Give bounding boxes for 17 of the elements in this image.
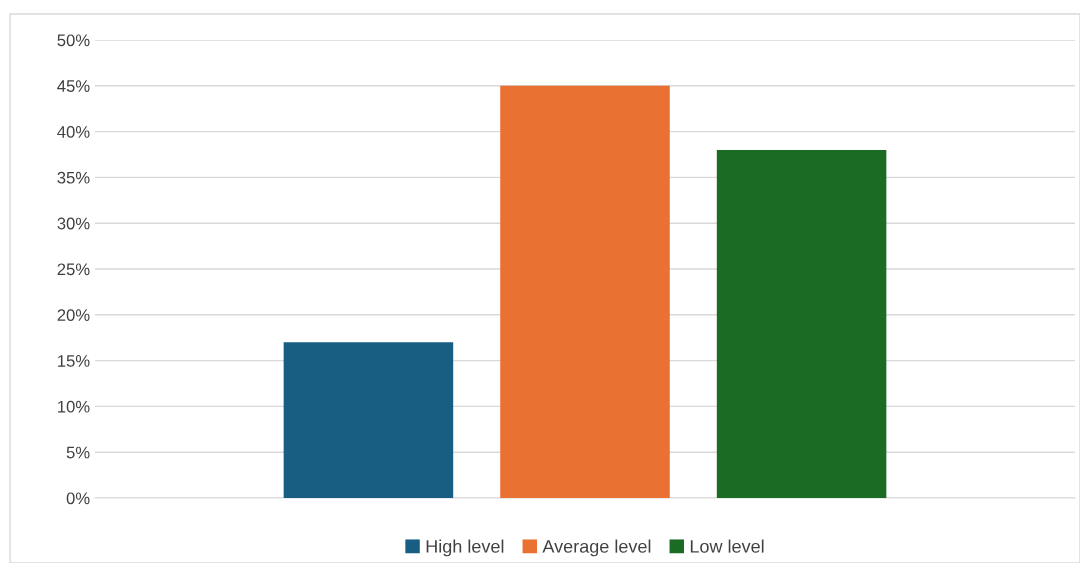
bar xyxy=(716,149,887,498)
bar xyxy=(500,85,670,498)
legend-label: High level xyxy=(426,539,504,557)
bar xyxy=(283,342,454,498)
y-tick-label: 15% xyxy=(58,355,90,367)
y-tick-label: 25% xyxy=(57,263,90,276)
y-tick-label: 20% xyxy=(57,309,90,321)
y-tick-label: 30% xyxy=(57,217,90,230)
y-tick-label: 10% xyxy=(58,400,90,413)
legend-label: Low level xyxy=(690,539,764,553)
y-tick-label: 45% xyxy=(57,80,90,92)
y-tick-label: 40% xyxy=(57,126,90,138)
y-tick-label: 0% xyxy=(66,492,90,505)
y-tick-label: 35% xyxy=(57,171,90,184)
y-tick-label: 5% xyxy=(66,446,90,459)
legend-label: Average level xyxy=(542,539,651,557)
y-tick-label: 50% xyxy=(57,34,90,47)
